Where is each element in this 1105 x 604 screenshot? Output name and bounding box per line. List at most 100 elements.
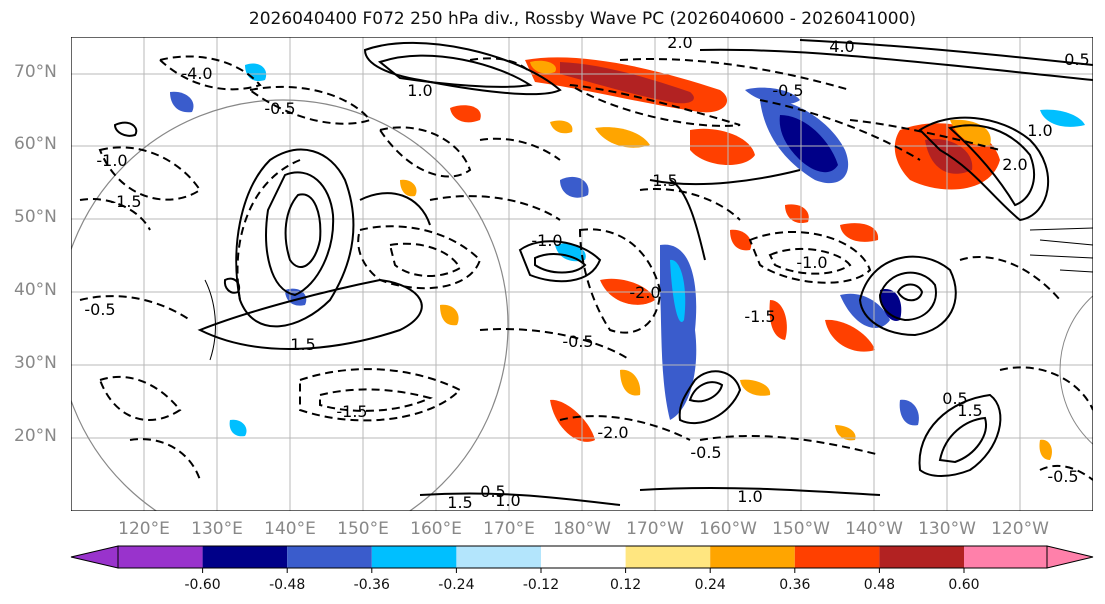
positive-divergence-region	[769, 300, 787, 340]
colorbar-segment	[710, 546, 795, 568]
contour-label: 1.0	[495, 491, 520, 510]
contour-label: -0.5	[84, 300, 115, 319]
lat-label: 40°N	[14, 280, 57, 300]
contour-label: -0.5	[772, 81, 803, 100]
negative-divergence-region	[555, 243, 586, 262]
colorbar-segment	[879, 546, 964, 568]
lat-label: 20°N	[14, 426, 57, 446]
colorbar-tick-label: -0.24	[438, 577, 475, 593]
contour-label: 2.0	[667, 33, 692, 52]
contour-label: -1.0	[796, 253, 827, 272]
contour-label: 4.0	[829, 37, 854, 56]
colorbar-tick-label: -0.36	[353, 577, 390, 593]
lon-label: 130°W	[918, 519, 976, 539]
positive-divergence-region	[560, 62, 694, 104]
contour-label-group: -4.0 -2.0 -2.0 -1.5 -1.5 -1.5 -1.0 -1.0 …	[84, 33, 1089, 512]
map-panel: -4.0 -2.0 -2.0 -1.5 -1.5 -1.5 -1.0 -1.0 …	[71, 33, 1093, 512]
lon-label: 160°E	[410, 519, 462, 539]
colorbar-segment	[541, 546, 626, 568]
lon-label: 170°W	[626, 519, 684, 539]
negative-divergence-region	[840, 293, 890, 328]
colorbar-tick-label: -0.60	[184, 577, 221, 593]
colorbar-extend-high	[1046, 545, 1094, 569]
colorbar-segment	[118, 546, 203, 568]
colorbar-segment	[964, 546, 1047, 568]
lon-label: 130°E	[191, 519, 243, 539]
positive-divergence-region	[730, 229, 752, 251]
coastlines	[204, 227, 1093, 361]
negative-divergence-region	[670, 259, 686, 322]
contour-label: 1.0	[737, 487, 762, 506]
colorbar-segment	[371, 546, 457, 568]
colorbar-segment	[287, 546, 372, 568]
contour-label: 1.5	[447, 493, 472, 512]
colorbar-tick-label: -0.12	[522, 577, 560, 593]
lon-label: 140°W	[845, 519, 903, 539]
colorbar-segment	[202, 546, 288, 568]
negative-divergence-region	[779, 115, 838, 173]
map-title: 2026040400 F072 250 hPa div., Rossby Wav…	[248, 9, 917, 29]
contour-label: 1.5	[957, 401, 982, 420]
colorbar-tick-label: 0.60	[948, 577, 980, 593]
colorbar-tick-label: 0.12	[610, 577, 642, 593]
positive-divergence-region	[1039, 439, 1052, 460]
colorbar-tick-label: 0.36	[779, 577, 811, 593]
negative-divergence-region	[229, 419, 247, 437]
positive-divergence-region	[835, 425, 856, 441]
negative-divergence-region	[560, 176, 589, 198]
contour-label: -1.0	[531, 231, 562, 250]
positive-divergence-region	[690, 128, 755, 166]
colorbar-extend-low	[70, 545, 119, 569]
lon-label: 150°E	[337, 519, 389, 539]
lat-label: 70°N	[14, 62, 57, 82]
positive-divergence-region	[400, 179, 417, 197]
lon-label: 140°E	[264, 519, 316, 539]
contour-label: 0.5	[1064, 50, 1089, 69]
negative-divergence-region	[899, 399, 919, 426]
lon-label: 120°E	[118, 519, 170, 539]
positive-divergence-region	[620, 369, 641, 396]
colorbar-tick-label: 0.24	[694, 577, 726, 593]
contour-label: -0.5	[690, 443, 721, 462]
contour-label: -1.5	[110, 192, 141, 211]
contour-label: -1.5	[744, 307, 775, 326]
negative-divergence-region	[1040, 109, 1085, 127]
colorbar-segment	[794, 546, 880, 568]
contour-label: -2.0	[629, 283, 660, 302]
negative-divergence-region	[660, 244, 697, 420]
reference-circle	[1059, 295, 1093, 445]
contour-label: -4.0	[181, 64, 212, 83]
negative-divergence-region	[880, 289, 902, 321]
colorbar-tick-label: 0.48	[863, 577, 895, 593]
lat-label: 60°N	[14, 134, 57, 154]
contour-label: -0.5	[1047, 467, 1078, 486]
positive-divergence-region	[785, 204, 809, 224]
contour-label: -1.0	[96, 151, 127, 170]
contour-label: -2.0	[597, 423, 628, 442]
graticule	[71, 37, 1093, 511]
negative-contours	[79, 55, 1093, 481]
positive-divergence-region	[740, 379, 771, 396]
colorbar-tick-label: -0.48	[269, 577, 306, 593]
lat-label: 50°N	[14, 207, 57, 227]
negative-divergence-region	[170, 91, 194, 113]
colorbar	[70, 545, 1094, 573]
positive-divergence-region	[550, 120, 573, 134]
lon-label: 120°W	[991, 519, 1049, 539]
contour-label: -0.5	[562, 332, 593, 351]
lat-label: 30°N	[14, 353, 57, 373]
positive-divergence-region	[825, 319, 875, 352]
positive-contours	[113, 39, 1093, 506]
colorbar-segment	[625, 546, 711, 568]
colorbar-segment	[456, 546, 541, 568]
contour-label: 0.5	[942, 389, 967, 408]
positive-divergence-region	[530, 60, 556, 74]
positive-divergence-region	[440, 304, 459, 326]
contour-label: 0.5	[480, 482, 505, 501]
contour-label: 1.0	[1027, 121, 1052, 140]
lon-label: 150°W	[772, 519, 830, 539]
contour-label: 1.5	[290, 335, 315, 354]
contour-label: -1.5	[336, 402, 367, 421]
reference-circle	[71, 99, 509, 511]
positive-divergence-region	[595, 127, 650, 148]
